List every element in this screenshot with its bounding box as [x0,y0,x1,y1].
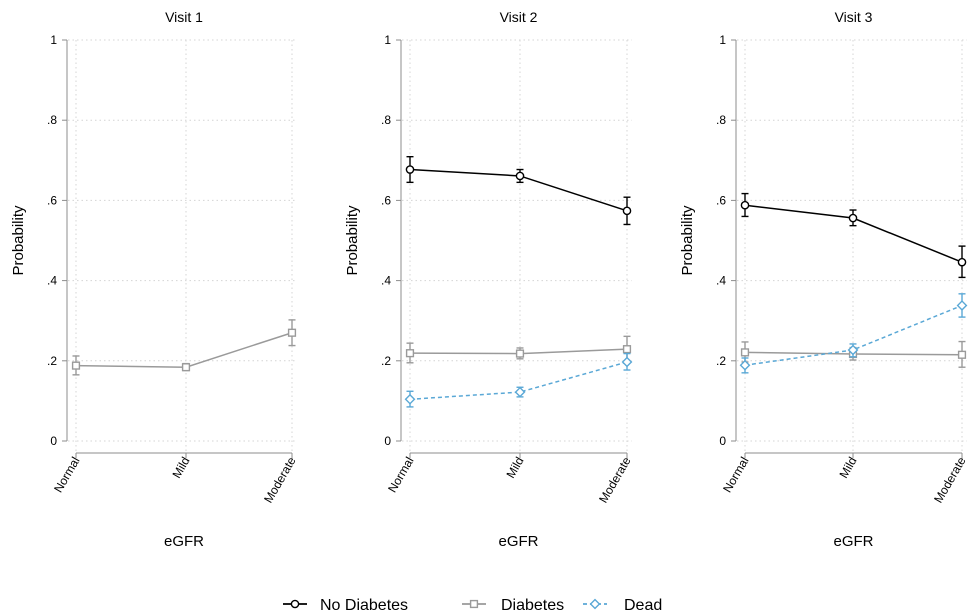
data-point-dead [847,344,859,356]
data-point-diabetes [405,349,415,358]
series-line-dead [409,361,628,401]
y-axis-title: Probability [344,205,361,276]
y-tick-label: .2 [47,354,57,368]
chart-panel-3: Visit 3 0 .2 .4 .6 .8 1 Normal Mild Moderate Proba… [679,9,969,550]
data-point-diabetes [515,349,525,358]
panel-title: Visit 1 [165,9,203,25]
y-tick-label: .8 [716,113,726,127]
legend-item-dead: Dead [583,597,662,614]
chart-legend: No Diabetes Diabetes Dead [283,597,662,614]
data-point-diabetes [957,350,967,359]
data-point-no-diabetes [515,171,525,181]
data-point-diabetes [622,345,632,354]
data-point-no-diabetes [622,206,632,216]
legend-label: Diabetes [501,597,564,614]
chart-panel-1: Visit 1 0 .2 .4 .6 .8 1 Normal Mild Moderate Proba… [10,9,299,550]
chart-panel-2: Visit 2 0 .2 .4 .6 .8 1 Normal Mild Moderate Proba… [344,9,634,550]
chart-panels: Visit 1 0 .2 .4 .6 .8 1 Normal Mild Moderate Proba… [10,9,969,550]
y-tick-label: 1 [50,33,57,47]
data-point-dead [404,393,416,405]
y-axis-title: Probability [10,205,27,276]
series-diabetes [405,335,632,364]
data-point-diabetes [71,361,81,370]
gridlines [68,39,297,452]
legend-item-diabetes: Diabetes [462,597,564,614]
y-axis-title: Probability [679,205,696,276]
legend-marker-diabetes [469,599,479,609]
legend-label: No Diabetes [320,597,408,614]
legend-marker-dead [589,598,601,610]
data-point-no-diabetes [405,165,415,174]
y-tick-label: .2 [381,354,391,368]
x-axis-title: eGFR [164,533,204,550]
x-tick-label: Moderate [931,454,969,505]
data-point-dead [621,356,633,368]
data-point-dead [739,359,751,371]
legend-label: Dead [624,597,662,614]
series-diabetes [71,319,297,376]
gridlines [737,39,967,452]
x-axis-title: eGFR [833,533,873,550]
data-point-diabetes [287,328,297,337]
y-tick-label: 0 [50,434,57,448]
legend-marker-no-diabetes [290,599,300,609]
y-tick-label: 0 [384,434,391,448]
data-point-no-diabetes [740,200,750,210]
y-tick-label: .4 [381,274,391,288]
y-tick-label: 0 [719,434,726,448]
y-tick-label: .4 [47,274,57,288]
series-no-diabetes [740,192,967,279]
x-tick-label: Moderate [261,454,299,505]
series-no-diabetes [405,155,632,226]
legend-item-no-diabetes: No Diabetes [283,597,408,614]
x-tick-label: Mild [836,455,859,481]
x-tick-label: Normal [720,455,751,495]
x-tick-label: Normal [385,455,416,495]
x-tick-label: Moderate [596,454,634,505]
y-tick-label: .8 [47,113,57,127]
data-point-dead [514,386,526,398]
series-dead [739,293,968,374]
data-point-no-diabetes [957,257,967,267]
y-tick-label: 1 [719,33,726,47]
series-line-dead [744,304,963,366]
x-tick-label: Mild [503,455,526,481]
data-point-diabetes [181,363,191,372]
x-tick-label: Normal [51,455,82,495]
data-point-diabetes [740,348,750,357]
y-tick-label: 1 [384,33,391,47]
data-point-dead [956,300,968,311]
x-tick-label: Mild [169,455,192,481]
data-point-no-diabetes [848,213,858,223]
series-line-diabetes [75,332,293,368]
y-tick-label: .6 [716,193,726,207]
panel-title: Visit 3 [835,9,873,25]
panel-title: Visit 2 [500,9,538,25]
y-tick-label: .2 [716,354,726,368]
x-axis-title: eGFR [498,533,538,550]
y-tick-label: .6 [47,193,57,207]
y-tick-label: .6 [381,193,391,207]
series-dead [404,352,633,408]
y-tick-label: .4 [716,274,726,288]
gridlines [402,39,632,452]
y-tick-label: .8 [381,113,391,127]
